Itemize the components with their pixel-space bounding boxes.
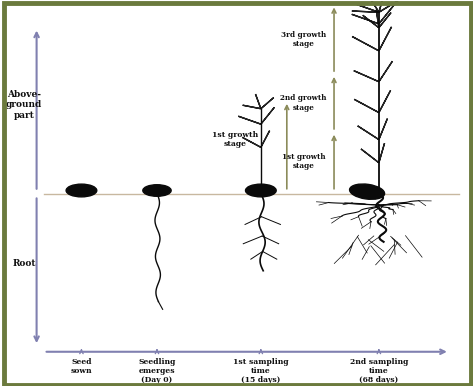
Polygon shape [379,0,401,12]
Text: Root: Root [12,258,36,267]
Polygon shape [352,14,379,24]
Ellipse shape [246,184,276,197]
Text: 2nd sampling
time
(68 days): 2nd sampling time (68 days) [350,357,408,384]
Text: Seedling
emerges
(Day 0): Seedling emerges (Day 0) [138,357,176,384]
Polygon shape [379,4,395,24]
Text: 1st sampling
time
(15 days): 1st sampling time (15 days) [233,357,289,384]
Polygon shape [379,118,387,140]
Text: 1st growth
stage: 1st growth stage [282,153,325,170]
Polygon shape [361,149,379,163]
Polygon shape [354,4,379,12]
Polygon shape [379,90,391,113]
Polygon shape [242,137,261,147]
Text: 3rd growth
stage: 3rd growth stage [281,30,326,48]
Polygon shape [379,13,391,28]
Text: Seed
sown: Seed sown [71,357,92,375]
Polygon shape [255,94,261,109]
Polygon shape [261,98,273,109]
Polygon shape [354,71,379,82]
Polygon shape [354,99,379,113]
Polygon shape [238,116,261,124]
Ellipse shape [143,185,171,196]
Text: 2nd growth
stage: 2nd growth stage [280,94,327,111]
Polygon shape [352,36,379,51]
Polygon shape [376,10,379,28]
Polygon shape [261,107,274,124]
Ellipse shape [349,184,384,199]
Ellipse shape [66,184,97,197]
Polygon shape [261,131,270,147]
Polygon shape [379,143,384,163]
Polygon shape [379,27,392,51]
Polygon shape [379,61,392,82]
Text: 1st growth
stage: 1st growth stage [212,131,258,148]
Polygon shape [357,126,379,140]
Polygon shape [243,105,261,109]
Polygon shape [363,15,379,28]
Polygon shape [367,0,379,12]
Text: Above-
ground
part: Above- ground part [6,90,42,120]
Polygon shape [379,0,385,12]
Polygon shape [352,11,379,12]
